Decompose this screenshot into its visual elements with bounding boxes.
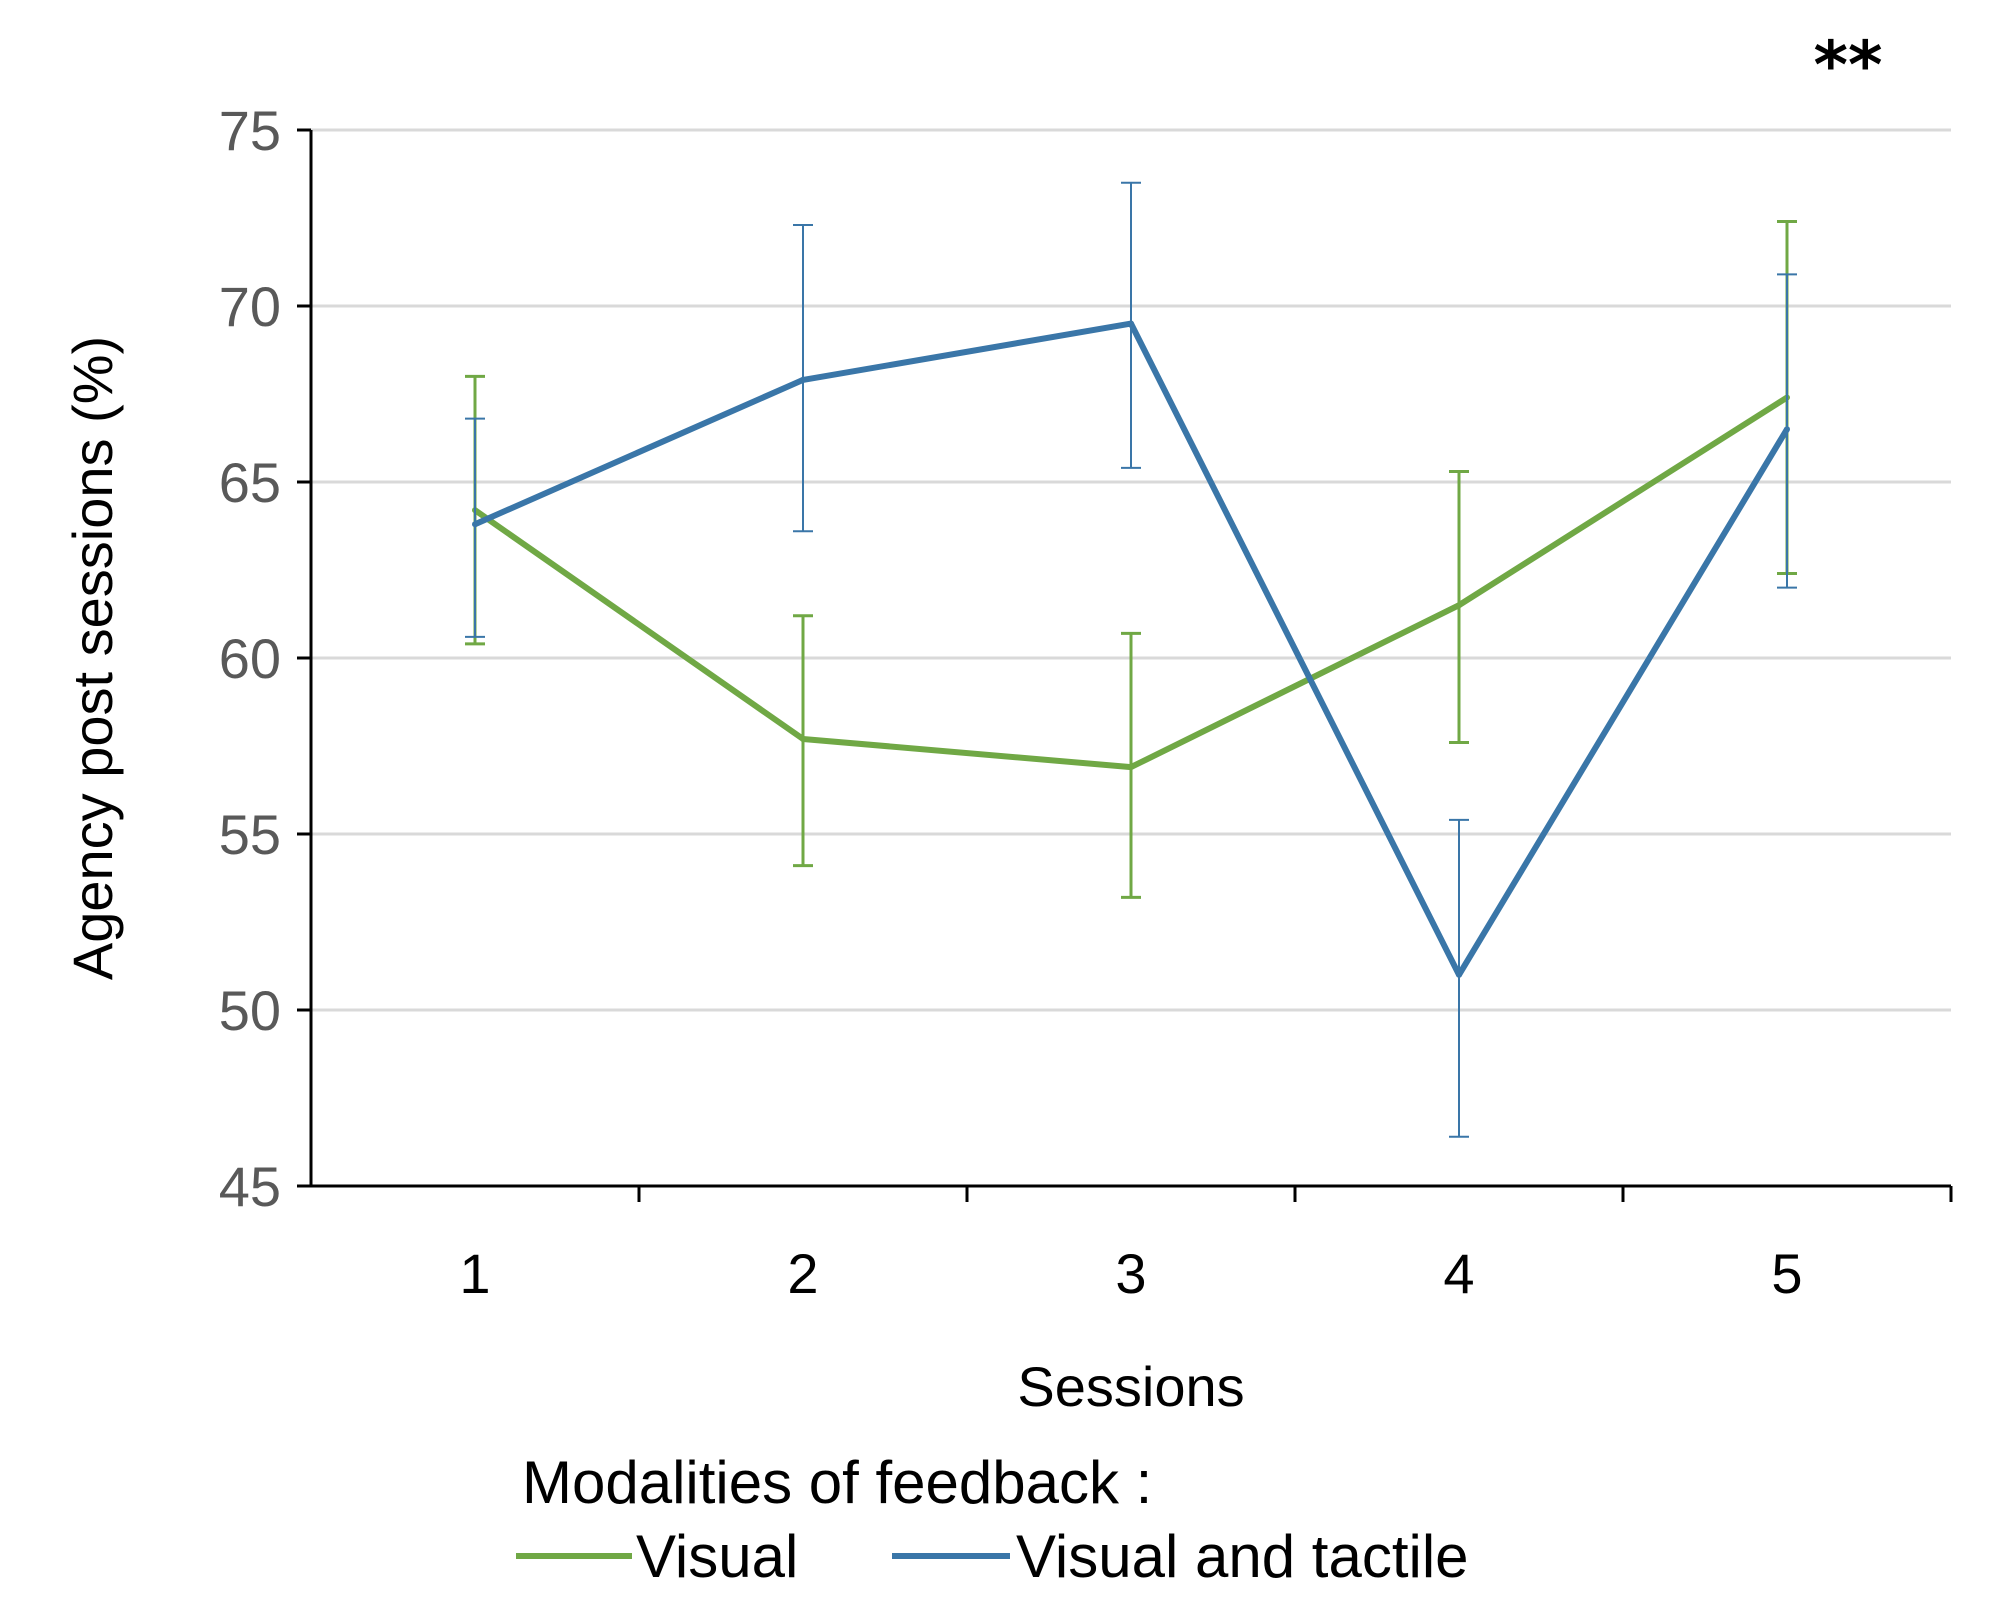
legend-label-visual-and-tactile: Visual and tactile — [1016, 1523, 1469, 1590]
data-point-visual-and-tactile-5 — [1784, 426, 1790, 433]
significance-mark: ** — [1813, 27, 1882, 104]
y-tick-label-65: 65 — [219, 451, 281, 514]
x-tick-label-4: 4 — [1443, 1242, 1474, 1305]
y-tick-labels: 45 50 55 60 65 70 75 — [219, 99, 281, 1218]
data-point-visual-and-tactile-3 — [1128, 320, 1134, 327]
y-tick-marks — [297, 128, 311, 1188]
data-point-visual-and-tactile-4 — [1456, 971, 1462, 978]
x-tick-label-5: 5 — [1771, 1242, 1802, 1305]
y-tick-label-45: 45 — [219, 1155, 281, 1218]
data-point-visual-3 — [1128, 764, 1134, 771]
x-tick-label-3: 3 — [1115, 1242, 1146, 1305]
series-visual-and-tactile — [465, 181, 1797, 1138]
legend: Modalities of feedback : Visual Visual a… — [516, 1449, 1469, 1590]
x-axis-title: Sessions — [1017, 1355, 1244, 1418]
y-tick-label-60: 60 — [219, 627, 281, 690]
data-point-visual-4 — [1456, 602, 1462, 609]
x-tick-marks — [637, 1186, 1953, 1202]
y-axis-title: Agency post sessions (%) — [61, 336, 124, 980]
y-tick-label-55: 55 — [219, 803, 281, 866]
y-tick-label-50: 50 — [219, 979, 281, 1042]
y-tick-label-70: 70 — [219, 275, 281, 338]
x-tick-label-2: 2 — [787, 1242, 818, 1305]
data-point-visual-and-tactile-1 — [472, 521, 478, 528]
legend-label-visual: Visual — [636, 1523, 798, 1590]
x-tick-label-1: 1 — [459, 1242, 490, 1305]
legend-title: Modalities of feedback : — [522, 1449, 1152, 1516]
data-point-visual-and-tactile-2 — [800, 376, 806, 383]
x-tick-labels: 1 2 3 4 5 — [459, 1242, 1802, 1305]
data-point-visual-2 — [800, 735, 806, 742]
series-layer — [465, 181, 1797, 1138]
y-tick-label-75: 75 — [219, 99, 281, 162]
